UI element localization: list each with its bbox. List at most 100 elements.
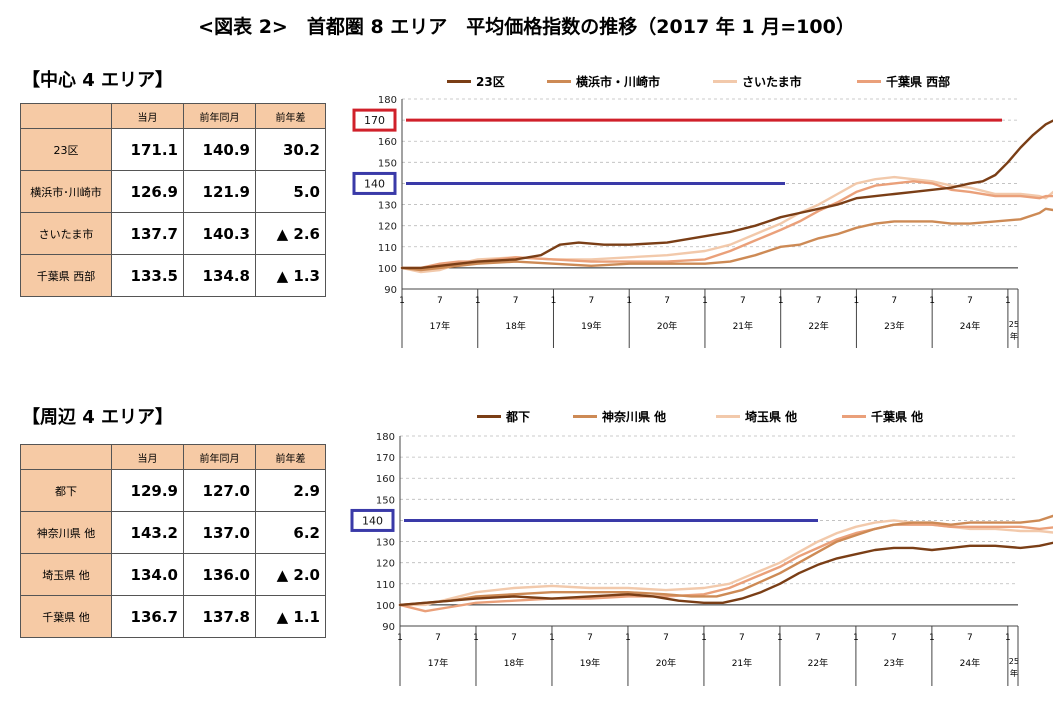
- x-tick-label: 7: [663, 633, 669, 643]
- row-label: さいたま市: [20, 212, 112, 255]
- table-row: 横浜市･川崎市 126.9 121.9 5.0: [20, 170, 326, 213]
- value-current: 129.9: [111, 469, 184, 512]
- header-prev-year: 前年同月: [183, 103, 256, 129]
- value-prev: 136.0: [183, 553, 256, 596]
- legend-item-yokohama: 横浜市・川崎市: [547, 73, 660, 90]
- center-heading: 【中心 4 エリア】: [22, 70, 174, 91]
- legend-item-saitama: さいたま市: [713, 73, 802, 90]
- legend-swatch: [857, 80, 881, 83]
- x-year-label: 19年: [580, 657, 600, 669]
- table-header-row: 当月 前年同月 前年差: [20, 103, 326, 129]
- legend-swatch: [547, 80, 571, 83]
- table-row: 23区 171.1 140.9 30.2: [20, 128, 326, 171]
- highlight-box-170: [352, 108, 397, 132]
- x-tick-label: 1: [778, 296, 784, 306]
- x-year-label: 年: [1010, 331, 1018, 341]
- value-diff: ▲ 1.3: [255, 254, 326, 297]
- x-year-label: 23年: [884, 320, 904, 332]
- x-year-label: 17年: [428, 657, 448, 669]
- y-tick-label: 180: [378, 95, 397, 106]
- x-tick-label: 1: [853, 633, 859, 643]
- value-prev: 121.9: [183, 170, 256, 213]
- x-year-label: 24年: [960, 657, 980, 669]
- value-prev: 127.0: [183, 469, 256, 512]
- y-tick-label: 140: [378, 179, 397, 190]
- x-tick-label: 7: [967, 633, 973, 643]
- series-line-1: [400, 207, 1053, 272]
- x-year-label: 18年: [505, 320, 525, 332]
- x-year-label: 18年: [504, 657, 524, 669]
- x-year-label: 年: [1010, 668, 1018, 678]
- header-current: 当月: [111, 444, 184, 470]
- x-tick-label: 7: [891, 296, 897, 306]
- header-prev-year: 前年同月: [183, 444, 256, 470]
- row-label: 千葉県 他: [20, 595, 112, 638]
- y-tick-label: 130: [378, 201, 397, 212]
- x-year-label: 21年: [732, 657, 752, 669]
- x-tick-label: 7: [511, 633, 517, 643]
- row-label: 都下: [20, 469, 112, 512]
- value-diff: ▲ 2.0: [255, 553, 326, 596]
- value-diff: 30.2: [255, 128, 326, 171]
- x-tick-label: 1: [929, 633, 935, 643]
- y-tick-label: 170: [378, 116, 397, 127]
- y-tick-label: 90: [384, 285, 397, 296]
- x-tick-label: 1: [399, 296, 405, 306]
- x-tick-label: 7: [815, 633, 821, 643]
- x-tick-label: 7: [435, 633, 441, 643]
- value-current: 143.2: [111, 511, 184, 554]
- row-label: 神奈川県 他: [20, 511, 112, 554]
- x-tick-label: 1: [626, 296, 632, 306]
- x-year-label: 21年: [733, 320, 753, 332]
- header-diff: 前年差: [255, 103, 326, 129]
- legend-item-chiba-other: 千葉県 他: [842, 408, 923, 425]
- legend-label: 横浜市・川崎市: [576, 75, 661, 89]
- series-line-0: [400, 119, 1053, 270]
- y-tick-label: 180: [376, 432, 395, 443]
- x-tick-label: 1: [475, 296, 481, 306]
- x-tick-label: 1: [702, 296, 708, 306]
- legend-label: 千葉県 他: [871, 410, 924, 424]
- legend-swatch: [477, 415, 501, 418]
- header-empty: [20, 103, 112, 129]
- x-tick-label: 7: [513, 296, 519, 306]
- x-tick-label: 1: [701, 633, 707, 643]
- x-year-label: 23年: [884, 657, 904, 669]
- row-label: 埼玉県 他: [20, 553, 112, 596]
- y-tick-label: 110: [378, 243, 397, 254]
- legend-item-toka: 都下: [477, 408, 530, 425]
- legend-item-saitama-other: 埼玉県 他: [716, 408, 797, 425]
- table-row: 埼玉県 他 134.0 136.0 ▲ 2.0: [20, 553, 326, 596]
- value-prev: 134.8: [183, 254, 256, 297]
- x-tick-label: 7: [891, 633, 897, 643]
- x-tick-label: 7: [739, 633, 745, 643]
- y-tick-label: 140: [376, 516, 395, 527]
- y-tick-label: 170: [376, 453, 395, 464]
- series-line-3: [400, 180, 1053, 270]
- series-line-2: [398, 519, 1053, 607]
- highlight-label: 170: [364, 114, 385, 127]
- value-current: 134.0: [111, 553, 184, 596]
- table-row: 千葉県 他 136.7 137.8 ▲ 1.1: [20, 595, 326, 638]
- y-tick-label: 130: [376, 538, 395, 549]
- x-tick-label: 7: [816, 296, 822, 306]
- header-current: 当月: [111, 103, 184, 129]
- legend-swatch: [713, 80, 737, 83]
- legend-label: 神奈川県 他: [602, 410, 667, 424]
- y-tick-label: 120: [376, 559, 395, 570]
- table-row: 千葉県 西部 133.5 134.8 ▲ 1.3: [20, 254, 326, 297]
- x-tick-label: 1: [551, 296, 557, 306]
- legend-swatch: [447, 80, 471, 83]
- x-year-label: 25: [1009, 657, 1019, 666]
- x-tick-label: 7: [664, 296, 670, 306]
- legend-label: さいたま市: [742, 75, 802, 89]
- legend-label: 埼玉県 他: [745, 410, 798, 424]
- legend-label: 23区: [476, 75, 505, 89]
- x-year-label: 17年: [430, 320, 450, 332]
- legend-label: 都下: [506, 410, 531, 424]
- highlight-box-140: [352, 171, 397, 195]
- x-year-label: 19年: [581, 320, 601, 332]
- y-tick-label: 150: [376, 495, 395, 506]
- x-tick-label: 1: [854, 296, 860, 306]
- table-row: 都下 129.9 127.0 2.9: [20, 469, 326, 512]
